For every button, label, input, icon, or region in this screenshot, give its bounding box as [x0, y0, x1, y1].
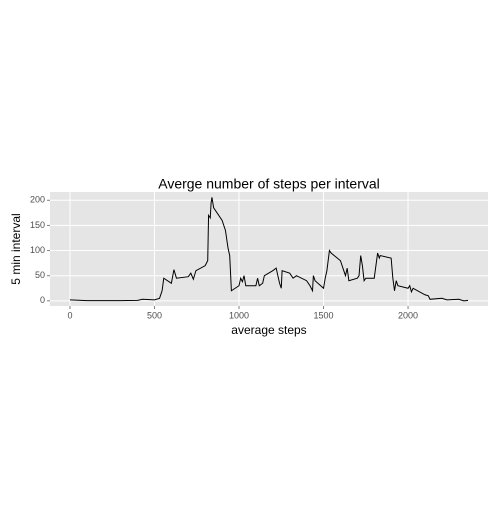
chart-title: Averge number of steps per interval	[158, 176, 380, 192]
x-tick-label: 1000	[229, 310, 249, 320]
x-axis-label: average steps	[231, 323, 306, 337]
x-tick-label: 1500	[314, 310, 334, 320]
plot-panel	[50, 192, 488, 306]
y-axis-label: 5 min interval	[9, 213, 23, 284]
y-tick-label: 50	[35, 270, 45, 280]
x-tick-label: 500	[147, 310, 162, 320]
data-line	[69, 197, 469, 302]
y-tick-label: 200	[30, 195, 45, 205]
y-tick-label: 150	[30, 220, 45, 230]
x-tick-label: 2000	[398, 310, 418, 320]
y-tick-label: 100	[30, 245, 45, 255]
x-tick-label: 0	[67, 310, 72, 320]
y-tick-label: 0	[40, 295, 45, 305]
